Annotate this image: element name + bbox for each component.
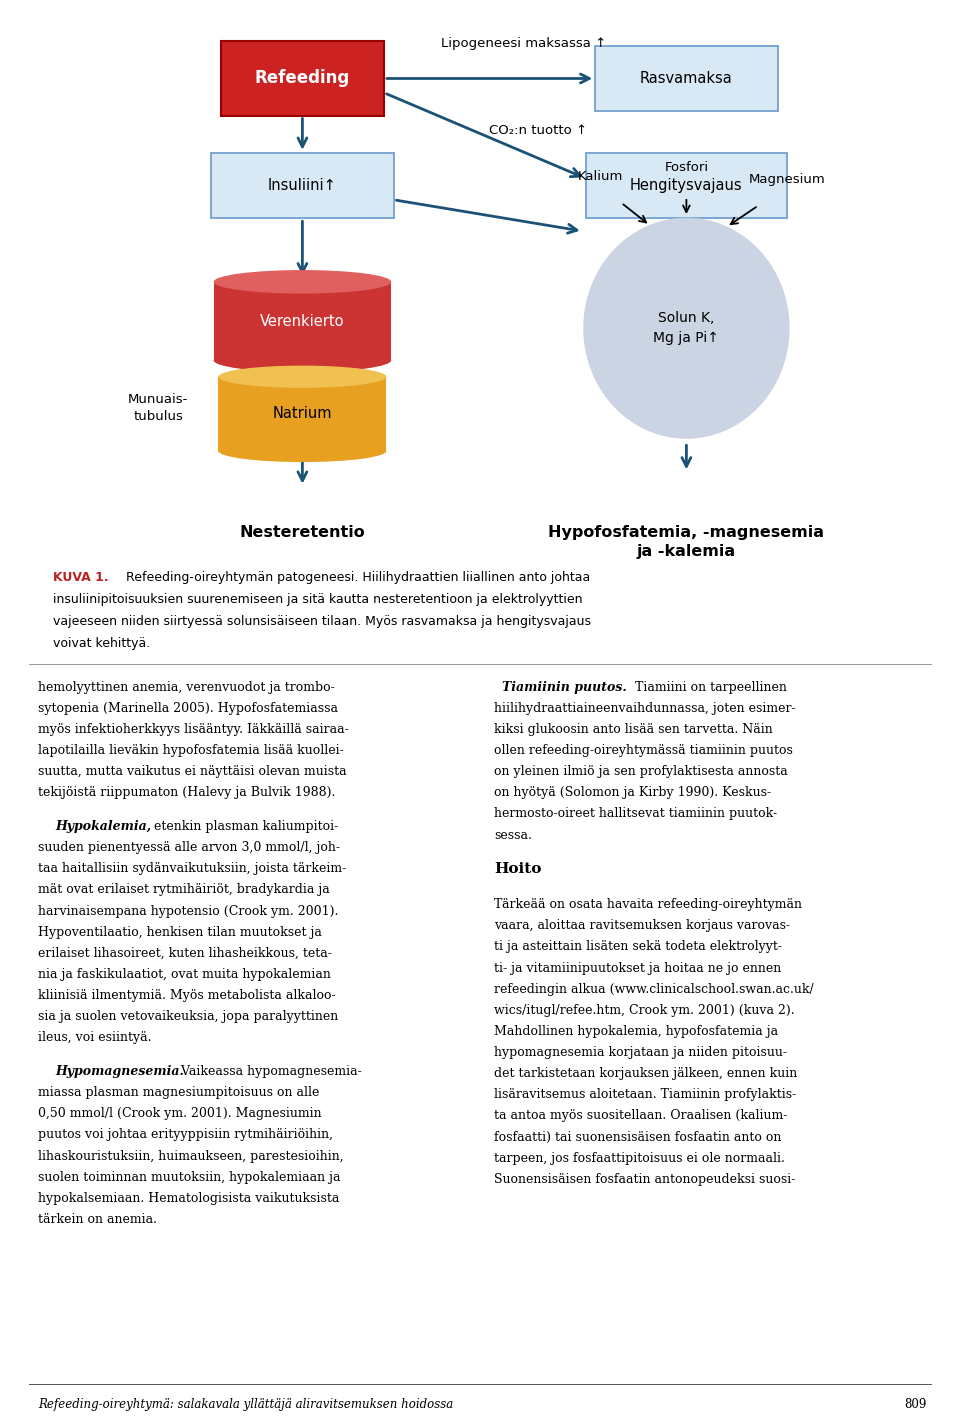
Text: Hypomagnesemia.: Hypomagnesemia. [56, 1065, 184, 1077]
Text: Suonensisäisen fosfaatin antonopeudeksi suosi-: Suonensisäisen fosfaatin antonopeudeksi … [494, 1173, 796, 1186]
Text: ta antoa myös suositellaan. Oraalisen (kalium-: ta antoa myös suositellaan. Oraalisen (k… [494, 1109, 788, 1123]
Text: lihaskouristuksiin, huimaukseen, parestesioihin,: lihaskouristuksiin, huimaukseen, pareste… [38, 1150, 344, 1163]
Text: sessa.: sessa. [494, 829, 532, 842]
Text: voivat kehittyä.: voivat kehittyä. [53, 636, 150, 651]
Text: Lipogeneesi maksassa ↑: Lipogeneesi maksassa ↑ [441, 37, 606, 50]
Text: wics/itugl/refee.htm, Crook ym. 2001) (kuva 2).: wics/itugl/refee.htm, Crook ym. 2001) (k… [494, 1003, 795, 1017]
Text: vaara, aloittaa ravitsemuksen korjaus varovas-: vaara, aloittaa ravitsemuksen korjaus va… [494, 919, 790, 932]
Text: ollen refeeding-oireyhtymässä tiamiinin puutos: ollen refeeding-oireyhtymässä tiamiinin … [494, 743, 793, 758]
Text: Fosfori: Fosfori [664, 161, 708, 174]
Text: hypokalsemiaan. Hematologisista vaikutuksista: hypokalsemiaan. Hematologisista vaikutuk… [38, 1192, 340, 1204]
FancyBboxPatch shape [211, 153, 394, 218]
Text: Magnesium: Magnesium [749, 173, 826, 186]
Text: mät ovat erilaiset rytmihäiriöt, bradykardia ja: mät ovat erilaiset rytmihäiriöt, bradyka… [38, 883, 330, 896]
Text: on yleinen ilmiö ja sen profylaktisesta annosta: on yleinen ilmiö ja sen profylaktisesta … [494, 765, 788, 778]
Text: taa haitallisiin sydänvaikutuksiin, joista tärkeim-: taa haitallisiin sydänvaikutuksiin, jois… [38, 862, 347, 875]
Text: KUVA 1.: KUVA 1. [53, 571, 108, 584]
Text: miassa plasman magnesiumpitoisuus on alle: miassa plasman magnesiumpitoisuus on all… [38, 1086, 320, 1099]
Ellipse shape [583, 218, 789, 440]
Text: kiksi glukoosin anto lisää sen tarvetta. Näin: kiksi glukoosin anto lisää sen tarvetta.… [494, 723, 773, 736]
Text: hiilihydraattiaineenvaihdunnassa, joten esimer-: hiilihydraattiaineenvaihdunnassa, joten … [494, 702, 796, 715]
Text: sytopenia (Marinella 2005). Hypofosfatemiassa: sytopenia (Marinella 2005). Hypofosfatem… [38, 702, 338, 715]
Ellipse shape [218, 365, 386, 388]
Text: Verenkierto: Verenkierto [260, 314, 345, 328]
Text: Mahdollinen hypokalemia, hypofosfatemia ja: Mahdollinen hypokalemia, hypofosfatemia … [494, 1025, 779, 1037]
FancyBboxPatch shape [595, 46, 778, 111]
Text: hypomagnesemia korjataan ja niiden pitoisuu-: hypomagnesemia korjataan ja niiden pitoi… [494, 1046, 787, 1059]
Text: erilaiset lihasoireet, kuten lihasheikkous, teta-: erilaiset lihasoireet, kuten lihasheikko… [38, 946, 332, 960]
Text: Hypoventilaatio, henkisen tilan muutokset ja: Hypoventilaatio, henkisen tilan muutokse… [38, 926, 323, 939]
Text: Hypokalemia,: Hypokalemia, [56, 821, 152, 833]
Text: Natrium: Natrium [273, 407, 332, 421]
Ellipse shape [213, 348, 392, 372]
Ellipse shape [218, 440, 386, 462]
Text: 0,50 mmol/l (Crook ym. 2001). Magnesiumin: 0,50 mmol/l (Crook ym. 2001). Magnesiumi… [38, 1107, 322, 1120]
Text: puutos voi johtaa erityyppisiin rytmihäiriöihin,: puutos voi johtaa erityyppisiin rytmihäi… [38, 1129, 333, 1142]
Text: harvinaisempana hypotensio (Crook ym. 2001).: harvinaisempana hypotensio (Crook ym. 20… [38, 905, 339, 918]
Text: Vaikeassa hypomagnesemia-: Vaikeassa hypomagnesemia- [177, 1065, 361, 1077]
Text: nia ja faskikulaatiot, ovat muita hypokalemian: nia ja faskikulaatiot, ovat muita hypoka… [38, 968, 331, 980]
Bar [219, 377, 386, 451]
Text: tarpeen, jos fosfaattipitoisuus ei ole normaali.: tarpeen, jos fosfaattipitoisuus ei ole n… [494, 1152, 785, 1164]
Text: hermosto-oireet hallitsevat tiamiinin puutok-: hermosto-oireet hallitsevat tiamiinin pu… [494, 808, 778, 821]
Text: myös infektioherkkyys lisääntyy. Iäkkäillä sairaa-: myös infektioherkkyys lisääntyy. Iäkkäil… [38, 723, 349, 736]
Bar [213, 281, 391, 360]
Text: ti- ja vitamiinipuutokset ja hoitaa ne jo ennen: ti- ja vitamiinipuutokset ja hoitaa ne j… [494, 962, 781, 975]
Text: fosfaatti) tai suonensisäisen fosfaatin anto on: fosfaatti) tai suonensisäisen fosfaatin … [494, 1130, 781, 1143]
Text: on hyötyä (Solomon ja Kirby 1990). Keskus-: on hyötyä (Solomon ja Kirby 1990). Kesku… [494, 786, 772, 799]
Text: Nesteretentio: Nesteretentio [240, 525, 365, 541]
Text: vajeeseen niiden siirtyessä solunsisäiseen tilaan. Myös rasvamaksa ja hengitysva: vajeeseen niiden siirtyessä solunsisäise… [53, 615, 590, 628]
Text: suuden pienentyessä alle arvon 3,0 mmol/l, joh-: suuden pienentyessä alle arvon 3,0 mmol/… [38, 841, 341, 855]
Text: ti ja asteittain lisäten sekä todeta elektrolyyt-: ti ja asteittain lisäten sekä todeta ele… [494, 940, 782, 953]
Text: 809: 809 [904, 1398, 926, 1411]
Text: suutta, mutta vaikutus ei näyttäisi olevan muista: suutta, mutta vaikutus ei näyttäisi olev… [38, 765, 347, 778]
Text: Tiamiini on tarpeellinen: Tiamiini on tarpeellinen [631, 681, 786, 694]
Text: Hoito: Hoito [494, 862, 541, 876]
Text: Kalium: Kalium [577, 170, 623, 183]
Text: Munuais-
tubulus: Munuais- tubulus [129, 392, 188, 424]
Text: tekijöistä riippumaton (Halevy ja Bulvik 1988).: tekijöistä riippumaton (Halevy ja Bulvik… [38, 786, 336, 799]
FancyBboxPatch shape [221, 41, 384, 116]
Text: Refeeding-oireyhtymä: salakavala yllättäjä aliravitsemuksen hoidossa: Refeeding-oireyhtymä: salakavala yllättä… [38, 1398, 454, 1411]
Text: Tiamiinin puutos.: Tiamiinin puutos. [502, 681, 627, 694]
Text: ileus, voi esiintyä.: ileus, voi esiintyä. [38, 1032, 152, 1045]
Text: Insuliini↑: Insuliini↑ [268, 178, 337, 193]
FancyBboxPatch shape [586, 153, 787, 218]
Text: kliinisiä ilmentymiä. Myös metabolista alkaloo-: kliinisiä ilmentymiä. Myös metabolista a… [38, 989, 336, 1002]
Text: CO₂:n tuotto ↑: CO₂:n tuotto ↑ [489, 124, 587, 137]
Text: lapotilailla lieväkin hypofosfatemia lisää kuollei-: lapotilailla lieväkin hypofosfatemia lis… [38, 743, 344, 758]
Text: Rasvamaksa: Rasvamaksa [640, 71, 732, 86]
Text: etenkin plasman kaliumpitoi-: etenkin plasman kaliumpitoi- [150, 821, 338, 833]
Text: Hypofosfatemia, -magnesemia
ja -kalemia: Hypofosfatemia, -magnesemia ja -kalemia [548, 525, 825, 559]
Text: insuliinipitoisuuksien suurenemiseen ja sitä kautta nesteretentioon ja elektroly: insuliinipitoisuuksien suurenemiseen ja … [53, 594, 583, 606]
Text: lisäravitsemus aloitetaan. Tiamiinin profylaktis-: lisäravitsemus aloitetaan. Tiamiinin pro… [494, 1089, 797, 1102]
Text: refeedingin alkua (www.clinicalschool.swan.ac.uk/: refeedingin alkua (www.clinicalschool.sw… [494, 983, 814, 996]
Text: suolen toiminnan muutoksiin, hypokalemiaan ja: suolen toiminnan muutoksiin, hypokalemia… [38, 1170, 341, 1183]
Text: Tärkeää on osata havaita refeeding-oireyhtymän: Tärkeää on osata havaita refeeding-oirey… [494, 898, 803, 912]
Ellipse shape [213, 270, 392, 294]
Text: Solun K,
Mg ja Pi↑: Solun K, Mg ja Pi↑ [654, 311, 719, 345]
Text: tärkein on anemia.: tärkein on anemia. [38, 1213, 157, 1226]
Text: hemolyyttinen anemia, verenvuodot ja trombo-: hemolyyttinen anemia, verenvuodot ja tro… [38, 681, 335, 694]
Text: Hengitysvajaus: Hengitysvajaus [630, 178, 743, 193]
Text: det tarkistetaan korjauksen jälkeen, ennen kuin: det tarkistetaan korjauksen jälkeen, enn… [494, 1067, 798, 1080]
Text: Refeeding: Refeeding [254, 70, 350, 87]
Text: sia ja suolen vetovaikeuksia, jopa paralyyttinen: sia ja suolen vetovaikeuksia, jopa paral… [38, 1010, 339, 1023]
Text: Refeeding-oireyhtymän patogeneesi. Hiilihydraattien liiallinen anto johtaa: Refeeding-oireyhtymän patogeneesi. Hiili… [122, 571, 590, 584]
